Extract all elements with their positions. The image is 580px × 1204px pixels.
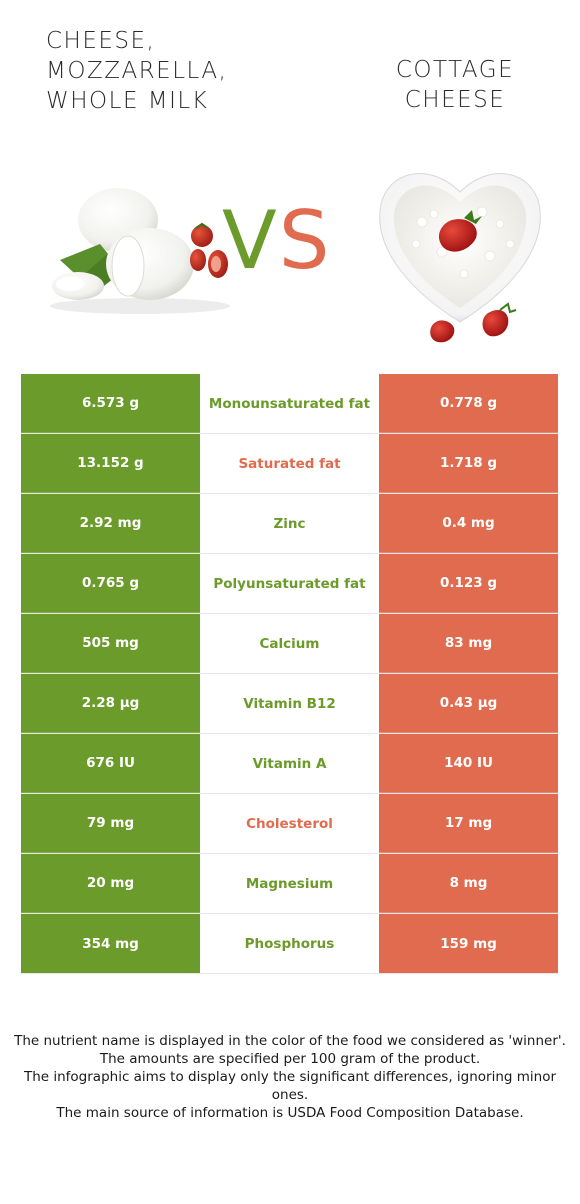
table-row: 0.765 g Polyunsaturated fat 0.123 g: [21, 554, 558, 614]
right-food-value: 8 mg: [379, 854, 558, 913]
footer-note: The amounts are specified per 100 gram o…: [99, 1051, 481, 1067]
table-row: 505 mg Calcium 83 mg: [21, 614, 558, 674]
vs-v-letter: V: [222, 194, 279, 287]
left-food-title-line: WHOLE MILK: [46, 88, 209, 114]
footer-notes: The nutrient name is displayed in the co…: [14, 1032, 566, 1122]
right-food-value: 0.778 g: [379, 374, 558, 433]
nutrient-name: Calcium: [200, 614, 379, 673]
right-food-value: 83 mg: [379, 614, 558, 673]
nutrient-name: Polyunsaturated fat: [200, 554, 379, 613]
left-food-value: 6.573 g: [21, 374, 200, 433]
table-row: 676 IU Vitamin A 140 IU: [21, 734, 558, 794]
left-food-value: 79 mg: [21, 794, 200, 853]
table-row: 20 mg Magnesium 8 mg: [21, 854, 558, 914]
left-food-value: 20 mg: [21, 854, 200, 913]
nutrient-name: Saturated fat: [200, 434, 379, 493]
right-food-value: 0.43 µg: [379, 674, 558, 733]
footer-note: The infographic aims to display only the…: [23, 1069, 557, 1103]
left-food-title: CHEESE, MOZZARELLA, WHOLE MILK: [46, 26, 306, 116]
left-food-value: 2.28 µg: [21, 674, 200, 733]
right-food-title: COTTAGE CHEESE: [370, 55, 540, 115]
left-food-value: 2.92 mg: [21, 494, 200, 553]
table-row: 79 mg Cholesterol 17 mg: [21, 794, 558, 854]
nutrient-name: Magnesium: [200, 854, 379, 913]
right-food-title-line: CHEESE: [404, 87, 506, 113]
right-food-value: 17 mg: [379, 794, 558, 853]
mozzarella-image: [50, 188, 230, 314]
footer-note: The main source of information is USDA F…: [56, 1105, 524, 1121]
right-food-value: 0.4 mg: [379, 494, 558, 553]
left-food-value: 354 mg: [21, 914, 200, 973]
nutrient-name: Vitamin A: [200, 734, 379, 793]
nutrient-name: Zinc: [200, 494, 379, 553]
footer-note: The nutrient name is displayed in the co…: [14, 1033, 566, 1049]
table-row: 6.573 g Monounsaturated fat 0.778 g: [21, 374, 558, 434]
cottage-cheese-image: [379, 173, 541, 343]
vs-label: VS: [222, 196, 332, 286]
right-food-value: 0.123 g: [379, 554, 558, 613]
table-row: 354 mg Phosphorus 159 mg: [21, 914, 558, 974]
nutrient-name: Phosphorus: [200, 914, 379, 973]
right-food-value: 1.718 g: [379, 434, 558, 493]
vs-s-letter: S: [278, 194, 332, 287]
left-food-value: 676 IU: [21, 734, 200, 793]
nutrient-comparison-table: 6.573 g Monounsaturated fat 0.778 g 13.152 …: [21, 374, 558, 974]
left-food-title-line: CHEESE,: [46, 28, 156, 54]
left-food-title-line: MOZZARELLA,: [46, 58, 228, 84]
right-food-value: 159 mg: [379, 914, 558, 973]
nutrient-name: Monounsaturated fat: [200, 374, 379, 433]
right-food-title-line: COTTAGE: [395, 57, 515, 83]
table-row: 2.28 µg Vitamin B12 0.43 µg: [21, 674, 558, 734]
right-food-value: 140 IU: [379, 734, 558, 793]
left-food-value: 13.152 g: [21, 434, 200, 493]
nutrient-name: Cholesterol: [200, 794, 379, 853]
left-food-value: 505 mg: [21, 614, 200, 673]
nutrient-name: Vitamin B12: [200, 674, 379, 733]
table-row: 13.152 g Saturated fat 1.718 g: [21, 434, 558, 494]
table-row: 2.92 mg Zinc 0.4 mg: [21, 494, 558, 554]
left-food-value: 0.765 g: [21, 554, 200, 613]
